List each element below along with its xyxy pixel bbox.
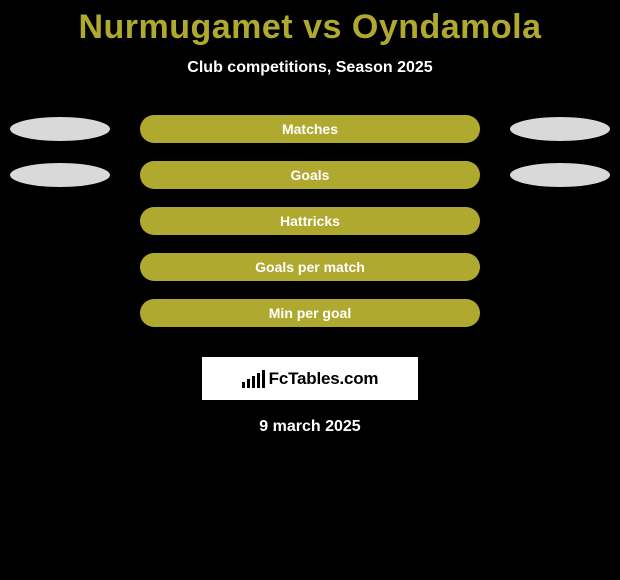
title-vs: vs xyxy=(303,8,342,46)
metric-pill: Min per goal xyxy=(140,299,480,327)
metric-pill: Goals per match xyxy=(140,253,480,281)
page-title: Nurmugamet vs Oyndamola xyxy=(0,0,620,47)
row-matches: Matches xyxy=(0,115,620,161)
subtitle: Club competitions, Season 2025 xyxy=(0,59,620,77)
logo-bar xyxy=(257,373,260,388)
metric-pill: Hattricks xyxy=(140,207,480,235)
title-player2: Oyndamola xyxy=(352,8,542,46)
right-value-ellipse xyxy=(510,163,610,187)
title-player1: Nurmugamet xyxy=(78,8,293,46)
metric-pill: Matches xyxy=(140,115,480,143)
row-goals: Goals xyxy=(0,161,620,207)
logo-text: FcTables.com xyxy=(269,369,379,389)
date-label: 9 march 2025 xyxy=(0,418,620,436)
left-value-ellipse xyxy=(10,163,110,187)
metric-label: Hattricks xyxy=(280,213,340,229)
right-value-ellipse xyxy=(510,117,610,141)
metric-label: Goals per match xyxy=(255,259,365,275)
logo-bar xyxy=(262,370,265,388)
row-min-per-goal: Min per goal xyxy=(0,299,620,345)
row-goals-per-match: Goals per match xyxy=(0,253,620,299)
left-value-ellipse xyxy=(10,117,110,141)
comparison-chart: Matches Goals Hattricks Goals per match … xyxy=(0,115,620,345)
logo-bar xyxy=(247,379,250,388)
logo-bar xyxy=(252,376,255,388)
metric-label: Matches xyxy=(282,121,338,137)
logo-bars-icon xyxy=(242,370,265,388)
logo: FcTables.com xyxy=(242,369,379,389)
row-hattricks: Hattricks xyxy=(0,207,620,253)
metric-label: Min per goal xyxy=(269,305,351,321)
logo-bar xyxy=(242,382,245,388)
metric-label: Goals xyxy=(291,167,330,183)
metric-pill: Goals xyxy=(140,161,480,189)
logo-box: FcTables.com xyxy=(202,357,418,400)
